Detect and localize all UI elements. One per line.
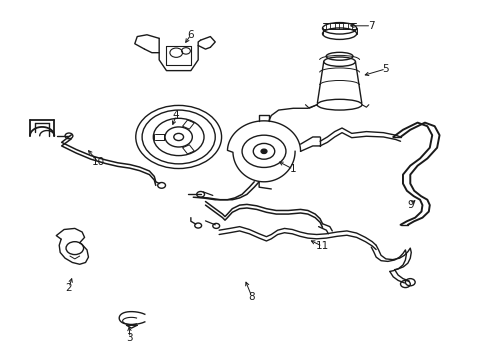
Text: 1: 1 xyxy=(289,164,296,174)
Text: 3: 3 xyxy=(126,333,133,343)
Text: 9: 9 xyxy=(406,200,413,210)
Text: 2: 2 xyxy=(65,283,72,293)
Circle shape xyxy=(261,149,266,153)
Text: 10: 10 xyxy=(91,157,104,167)
Text: 11: 11 xyxy=(315,241,328,251)
Text: 8: 8 xyxy=(248,292,255,302)
Text: 5: 5 xyxy=(382,64,388,74)
Text: 4: 4 xyxy=(173,111,179,121)
Text: 7: 7 xyxy=(367,21,374,31)
Text: 6: 6 xyxy=(187,30,194,40)
